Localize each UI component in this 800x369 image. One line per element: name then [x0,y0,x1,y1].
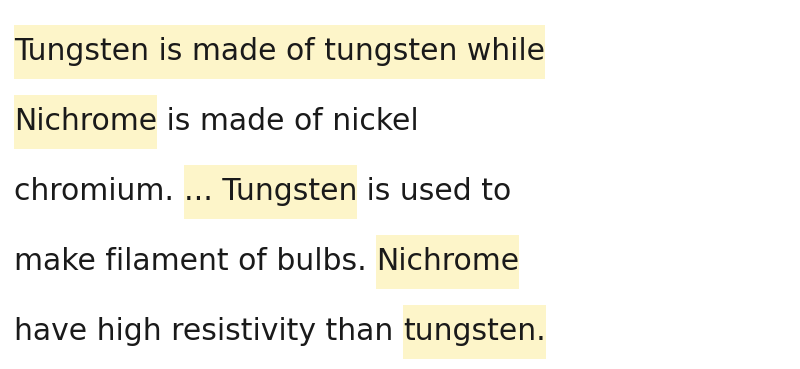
Bar [183,165,357,219]
Bar [402,305,546,359]
Text: have high resistivity than: have high resistivity than [14,317,402,346]
Text: ... Tungsten: ... Tungsten [183,177,357,207]
Text: Nichrome: Nichrome [14,107,157,137]
Text: chromium.: chromium. [14,177,183,207]
Text: Nichrome: Nichrome [376,248,519,276]
Text: make filament of bulbs.: make filament of bulbs. [14,248,376,276]
Text: is made of nickel: is made of nickel [157,107,418,137]
Bar [14,95,157,149]
Text: tungsten.: tungsten. [402,317,546,346]
Text: Tungsten is made of tungsten while: Tungsten is made of tungsten while [14,38,545,66]
Bar [14,25,545,79]
Bar [376,235,519,289]
Text: is used to: is used to [357,177,511,207]
